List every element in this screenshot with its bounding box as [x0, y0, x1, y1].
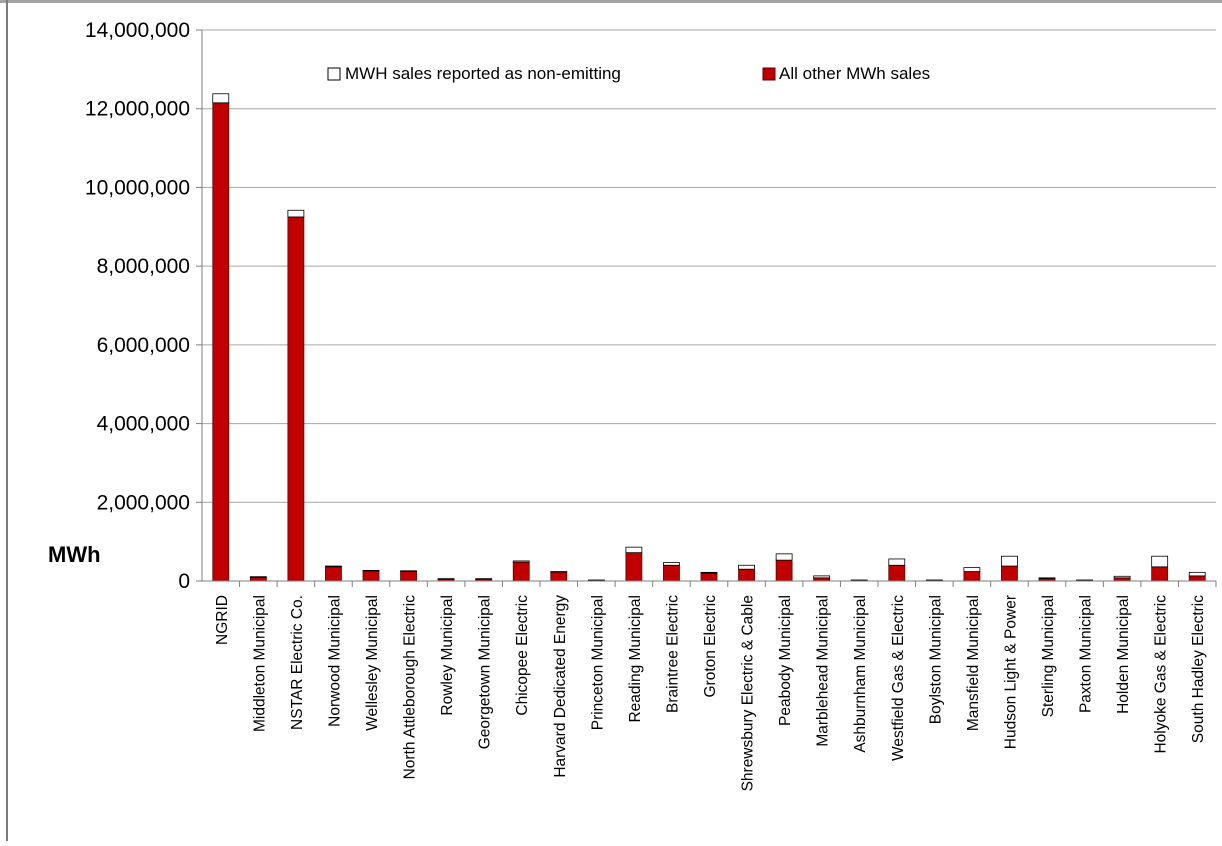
legend: MWH sales reported as non-emitting All o…: [327, 64, 930, 83]
top-edge-clip: [0, 0, 1222, 3]
x-tick-label: Princeton Municipal: [589, 595, 606, 730]
x-tick-label: Middleton Municipal: [251, 595, 268, 732]
legend-label-nonemitting: MWH sales reported as non-emitting: [345, 64, 621, 83]
bar-all-other: [249, 577, 267, 582]
bar-all-other: [625, 552, 643, 582]
bar-non-emitting: [1113, 575, 1131, 579]
y-tick-label: 10,000,000: [85, 176, 190, 199]
x-tick-label: Peabody Municipal: [777, 595, 794, 726]
bar-all-other: [1151, 566, 1169, 582]
x-tick-label: Holyoke Gas & Electric: [1153, 595, 1170, 754]
bar-all-other: [400, 570, 417, 582]
bar-all-other: [512, 561, 530, 582]
bar-non-emitting: [925, 579, 943, 581]
y-axis-label: MWh: [48, 542, 101, 567]
bar-non-emitting: [813, 575, 831, 579]
y-tick-label: 14,000,000: [85, 19, 190, 42]
bar-non-emitting: [587, 579, 605, 581]
bar-non-emitting: [738, 564, 755, 570]
x-tick-label: North Attleborough Electric: [402, 595, 419, 780]
x-tick-label: Braintree Electric: [664, 595, 681, 713]
bar-non-emitting: [400, 570, 417, 572]
x-tick-label: Groton Electric: [702, 595, 719, 698]
y-tick-label: 12,000,000: [85, 98, 190, 121]
bar-all-other: [287, 216, 305, 582]
x-tick-label: Harvard Dedicated Energy: [552, 595, 569, 778]
y-axis-tick-labels: 0 2,000,000 4,000,000 6,000,000 8,000,000 10,…: [85, 19, 190, 593]
bar-non-emitting: [437, 578, 455, 580]
bar-non-emitting: [1188, 571, 1206, 577]
bar-all-other: [963, 571, 981, 582]
bar-all-other: [888, 564, 906, 582]
bar-non-emitting: [1076, 579, 1093, 581]
x-tick-label: Norwood Municipal: [326, 595, 343, 727]
x-tick-label: Mansfield Municipal: [965, 595, 982, 731]
stacked-bar-chart: 0 2,000,000 4,000,000 6,000,000 8,000,000 10,…: [48, 19, 1217, 791]
bars: [212, 93, 1206, 582]
x-tick-label: Ashburnham Municipal: [852, 595, 869, 753]
x-tick-label: Hudson Light & Power: [1002, 595, 1019, 749]
legend-swatch-nonemitting: [327, 67, 341, 81]
x-tick-label: Rowley Municipal: [439, 595, 456, 716]
bar-non-emitting: [287, 209, 305, 218]
bar-all-other: [362, 570, 380, 582]
bar-non-emitting: [362, 569, 380, 572]
x-tick-label: Reading Municipal: [627, 595, 644, 723]
x-tick-label: Georgetown Municipal: [477, 595, 494, 749]
bar-all-other: [663, 564, 680, 582]
bar-non-emitting: [1001, 555, 1018, 567]
bar-all-other: [700, 572, 718, 582]
y-tick-label: 8,000,000: [97, 255, 190, 278]
bar-non-emitting: [475, 578, 493, 580]
x-tick-label: Holden Municipal: [1115, 595, 1132, 714]
bar-all-other: [1188, 575, 1206, 582]
x-tick-label: Marblehead Municipal: [815, 595, 832, 747]
y-tick-label: 0: [178, 570, 190, 593]
bar-non-emitting: [550, 571, 568, 573]
bar-all-other: [325, 566, 342, 582]
x-tick-label: Shrewsbury Electric & Cable: [740, 595, 757, 791]
bar-non-emitting: [512, 560, 530, 563]
x-tick-label: Chicopee Electric: [514, 595, 531, 716]
legend-label-other: All other MWh sales: [779, 64, 930, 83]
bar-non-emitting: [325, 565, 342, 568]
gridlines: [196, 29, 1216, 582]
x-tick-label: NSTAR Electric Co.: [289, 595, 306, 730]
bar-non-emitting: [249, 576, 267, 578]
bar-non-emitting: [663, 562, 680, 566]
bar-all-other: [775, 559, 793, 582]
legend-swatch-other: [762, 67, 776, 81]
bar-non-emitting: [775, 553, 793, 561]
x-tick-label: Wellesley Municipal: [364, 595, 381, 731]
bar-non-emitting: [963, 567, 981, 572]
x-tick-label: Sterling Municipal: [1040, 595, 1057, 717]
bar-non-emitting: [625, 546, 643, 554]
x-tick-label: South Hadley Electric: [1190, 595, 1207, 743]
y-tick-label: 6,000,000: [97, 334, 190, 357]
bar-non-emitting: [1038, 577, 1056, 580]
bar-non-emitting: [212, 93, 230, 104]
x-tick-label: Westfield Gas & Electric: [890, 595, 907, 761]
x-axis-tick-labels: NGRID Middleton Municipal NSTAR Electric C…: [214, 581, 1217, 791]
bar-all-other: [212, 102, 230, 582]
y-tick-label: 2,000,000: [97, 491, 190, 514]
chart-frame: 0 2,000,000 4,000,000 6,000,000 8,000,000 10,…: [6, 0, 1222, 841]
bar-non-emitting: [700, 571, 718, 574]
x-tick-label: NGRID: [214, 595, 231, 645]
bar-all-other: [550, 571, 568, 582]
bar-all-other: [738, 568, 755, 582]
bar-all-other: [1001, 565, 1018, 582]
bar-non-emitting: [1151, 555, 1169, 568]
x-tick-label: Boylston Municipal: [927, 595, 944, 724]
x-tick-label: Paxton Municipal: [1078, 595, 1095, 713]
bar-non-emitting: [888, 558, 906, 566]
bar-non-emitting: [850, 579, 868, 581]
y-tick-label: 4,000,000: [97, 413, 190, 436]
